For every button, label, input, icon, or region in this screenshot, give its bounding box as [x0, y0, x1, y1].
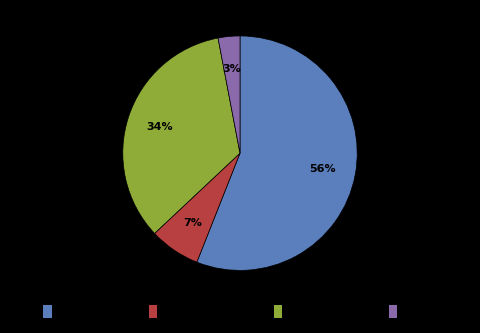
Text: 3%: 3%: [223, 64, 241, 74]
Wedge shape: [123, 38, 240, 233]
Wedge shape: [218, 36, 240, 153]
Text: 34%: 34%: [146, 122, 173, 132]
Wedge shape: [155, 153, 240, 262]
Text: 56%: 56%: [310, 164, 336, 174]
Wedge shape: [197, 36, 357, 270]
Text: 7%: 7%: [183, 218, 202, 228]
Text: Safety Net: Safety Net: [402, 307, 446, 316]
Text: Operating Expenses: Operating Expenses: [287, 307, 372, 316]
Text: Employee Benefits: Employee Benefits: [162, 307, 241, 316]
Text: Wages & Salaries: Wages & Salaries: [57, 307, 130, 316]
